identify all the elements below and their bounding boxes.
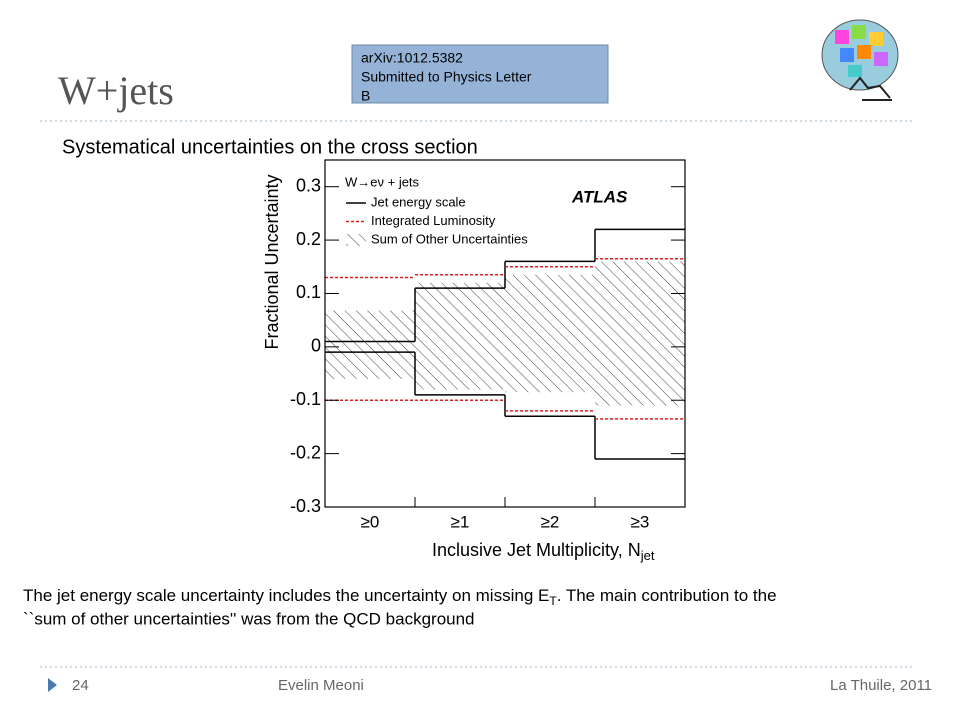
legend-swatch [346, 234, 366, 246]
x-tick-label: ≥3 [631, 512, 650, 531]
x-tick-label: ≥2 [541, 512, 560, 531]
note-line: Submitted to Physics Letter [361, 69, 532, 85]
caption-text: . The main contribution to the [557, 586, 777, 605]
logo [821, 19, 899, 101]
x-axis-label: Inclusive Jet Multiplicity, Njet [432, 540, 655, 564]
caption: ``sum of other uncertainties'' was from … [23, 609, 475, 628]
uncertainty-band [325, 310, 415, 379]
caption-sub: T [549, 594, 557, 608]
y-tick-label: -0.1 [290, 389, 321, 409]
legend-title: W→eν + jets [345, 174, 420, 189]
legend-label: Jet energy scale [371, 194, 466, 209]
slide-title: W+jets [58, 68, 174, 113]
y-tick-label: 0.2 [296, 229, 321, 249]
y-tick-label: 0 [311, 336, 321, 356]
x-tick-label: ≥0 [361, 512, 380, 531]
y-tick-label: -0.3 [290, 496, 321, 516]
uncertainty-band [595, 261, 685, 406]
legend-label: Sum of Other Uncertainties [371, 231, 528, 246]
uncertainty-band [505, 274, 595, 393]
y-tick-label: -0.2 [290, 442, 321, 462]
note-box [351, 44, 609, 104]
x-axis-label-text: Inclusive Jet Multiplicity, N [432, 540, 641, 560]
note-line: B [361, 88, 370, 104]
footer-marker [48, 678, 57, 692]
legend-label: Integrated Luminosity [371, 213, 496, 228]
y-tick-label: 0.1 [296, 282, 321, 302]
chart-annotation: ATLAS [571, 187, 628, 206]
slide-subtitle: Systematical uncertainties on the cross … [62, 136, 478, 158]
note-line: arXiv:1012.5382 [361, 50, 463, 66]
chart: -0.3 -0.2 -0.1 0 0.1 0.2 0.3 ≥0 ≥1 ≥2 ≥3 Inclusive … [262, 159, 686, 564]
y-axis-label: Fractional Uncertainty [262, 174, 282, 349]
footer-event: La Thuile, 2011 [830, 677, 932, 694]
x-tick-label: ≥1 [451, 512, 470, 531]
caption-text: The jet energy scale uncertainty include… [23, 586, 549, 605]
uncertainty-band [415, 282, 505, 390]
y-tick-label: 0.3 [296, 175, 321, 195]
footer-author: Evelin Meoni [278, 677, 364, 694]
caption: The jet energy scale uncertainty include… [23, 586, 777, 608]
x-axis-label-sub: jet [640, 548, 655, 563]
footer-page: 24 [72, 677, 89, 694]
